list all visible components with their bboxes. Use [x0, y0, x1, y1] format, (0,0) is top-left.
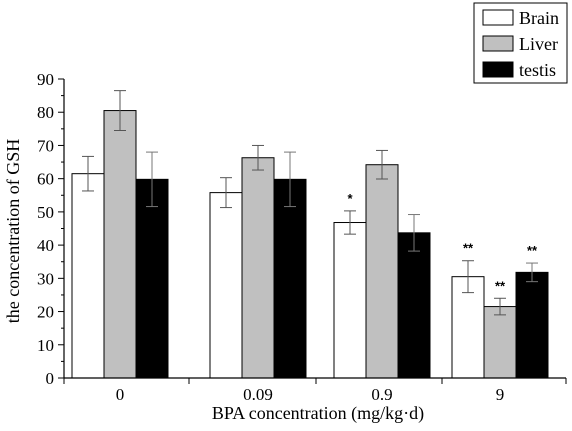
- y-axis-title: the concentration of GSH: [3, 139, 23, 323]
- y-tick-label: 70: [37, 136, 54, 155]
- y-tick-label: 0: [46, 369, 55, 388]
- bar-liver: [365, 164, 399, 379]
- significance-mark: **: [495, 278, 506, 293]
- significance-mark: **: [527, 243, 538, 258]
- bar-testis: [397, 232, 431, 379]
- y-tick-label: 30: [37, 269, 54, 288]
- y-tick-label: 80: [37, 103, 54, 122]
- bar-testis: [515, 271, 549, 379]
- bars-layer: *******: [71, 90, 549, 379]
- significance-mark: *: [347, 191, 353, 206]
- bar-liver: [103, 110, 137, 379]
- y-tick-label: 40: [37, 236, 54, 255]
- y-tick-label: 60: [37, 170, 54, 189]
- x-tick-label: 0.9: [371, 385, 392, 404]
- y-tick-label: 10: [37, 336, 54, 355]
- bar-brain: [333, 222, 367, 379]
- x-tick-label: 0: [116, 385, 125, 404]
- legend-label-testis: testis: [519, 60, 556, 80]
- legend-swatch-testis: [482, 61, 514, 78]
- bar-brain: [71, 173, 105, 379]
- x-axis-title: BPA concentration (mg/kg·d): [212, 403, 424, 424]
- bar-liver: [241, 157, 275, 379]
- significance-mark: **: [463, 241, 474, 256]
- bar-testis: [273, 178, 307, 379]
- bar-testis: [135, 178, 169, 379]
- x-tick-label: 0.09: [243, 385, 273, 404]
- legend: Brain Liver testis: [473, 2, 568, 84]
- y-tick-label: 50: [37, 203, 54, 222]
- bar-liver: [483, 306, 517, 379]
- legend-label-liver: Liver: [519, 34, 558, 54]
- legend-label-brain: Brain: [519, 8, 559, 28]
- legend-swatch-brain: [482, 9, 514, 26]
- y-tick-label: 20: [37, 303, 54, 322]
- y-tick-label: 90: [37, 70, 54, 89]
- legend-swatch-liver: [482, 35, 514, 52]
- axes-layer: 0 10 20 30 40 50 60 70 80 90 0 0.09 0.9 9: [37, 70, 567, 404]
- x-tick-label: 9: [496, 385, 505, 404]
- bar-brain: [209, 192, 243, 379]
